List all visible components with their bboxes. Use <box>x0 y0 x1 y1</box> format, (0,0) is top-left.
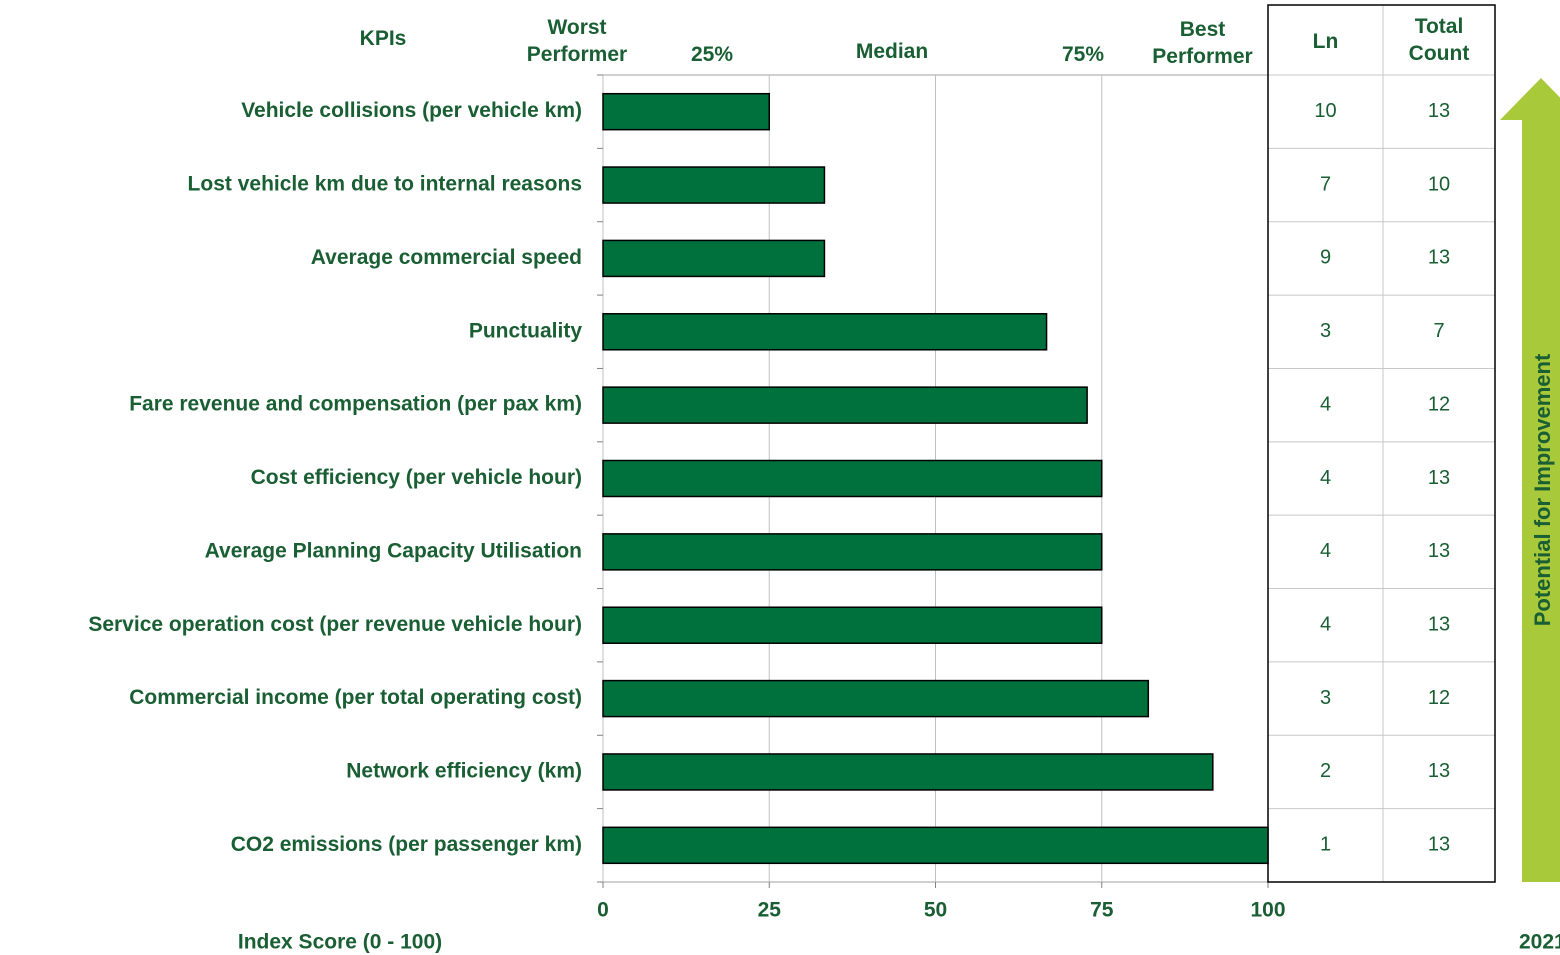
header-marker: Best Performer <box>1152 18 1253 68</box>
bar <box>602 679 1150 718</box>
header-marker: 25% <box>690 43 734 66</box>
bar <box>602 166 826 204</box>
arrow-label: Potential for Improvement <box>1530 353 1555 626</box>
category-label: Service operation cost (per revenue vehi… <box>88 613 582 636</box>
table-cell: 9 <box>1320 247 1331 269</box>
bar <box>602 92 770 131</box>
table-header: Total Count <box>1408 15 1470 65</box>
header-marker: Median <box>855 40 929 63</box>
header-marker: Worst Performer <box>526 16 628 66</box>
table-cell: 13 <box>1428 614 1450 636</box>
bar <box>602 533 1103 571</box>
x-tick-label: 25 <box>758 899 782 922</box>
table-cell: 7 <box>1320 173 1331 195</box>
table-cell: 13 <box>1428 100 1450 122</box>
table-cell: 13 <box>1428 467 1450 489</box>
category-label: Average commercial speed <box>311 246 582 269</box>
category-label: Cost efficiency (per vehicle hour) <box>251 466 582 489</box>
bar <box>602 753 1214 791</box>
table-cell: 4 <box>1320 467 1331 489</box>
x-axis-label: Index Score (0 - 100) <box>238 931 442 954</box>
kpis-header: KPIs <box>359 27 407 50</box>
x-tick-label: 50 <box>924 899 947 922</box>
table-cell: 13 <box>1428 760 1450 782</box>
table-cell: 7 <box>1433 320 1444 342</box>
category-label: Fare revenue and compensation (per pax k… <box>129 393 582 416</box>
table-cell: 3 <box>1320 320 1331 342</box>
table-cell: 13 <box>1428 834 1450 856</box>
bar <box>602 313 1048 351</box>
year-label: 2021 <box>1519 931 1560 954</box>
category-label: Punctuality <box>469 319 583 342</box>
category-label: Vehicle collisions (per vehicle km) <box>241 99 582 122</box>
x-tick-label: 75 <box>1090 899 1114 922</box>
bar <box>602 826 1269 865</box>
table-cell: 4 <box>1320 540 1331 562</box>
table-cell: 2 <box>1320 760 1331 782</box>
table-cell: 10 <box>1314 100 1336 122</box>
category-label: Lost vehicle km due to internal reasons <box>188 173 582 196</box>
table-cell: 4 <box>1320 393 1331 415</box>
table-cell: 4 <box>1320 614 1331 636</box>
category-label: Average Planning Capacity Utilisation <box>205 539 582 562</box>
table-cell: 12 <box>1428 393 1450 415</box>
bar <box>602 459 1103 498</box>
x-tick-label: 100 <box>1250 899 1285 922</box>
category-label: Commercial income (per total operating c… <box>129 686 582 709</box>
table-cell: 13 <box>1428 540 1450 562</box>
x-tick-label: 0 <box>597 899 609 922</box>
bar <box>602 239 826 278</box>
improvement-arrow <box>1500 78 1560 882</box>
table-cell: 12 <box>1428 687 1450 709</box>
bar <box>602 386 1088 424</box>
header-marker: 75% <box>1061 43 1105 66</box>
table-cell: 1 <box>1320 834 1331 856</box>
table-frame <box>1267 4 1496 883</box>
table-cell: 3 <box>1320 687 1331 709</box>
category-label: CO2 emissions (per passenger km) <box>231 833 582 856</box>
table-header: Ln <box>1312 30 1339 53</box>
category-label: Network efficiency (km) <box>346 760 582 783</box>
table-cell: 13 <box>1428 247 1450 269</box>
bar <box>602 606 1103 644</box>
table-cell: 10 <box>1428 173 1450 195</box>
